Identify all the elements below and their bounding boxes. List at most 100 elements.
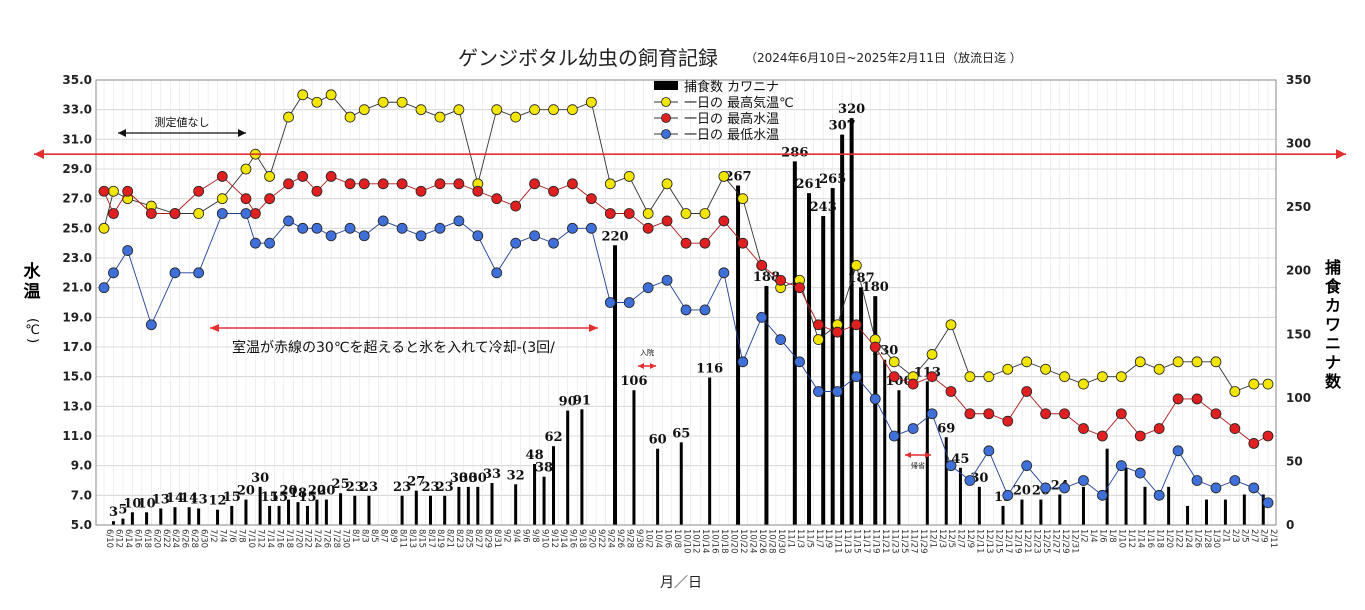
y-right-tick-label: 50	[1286, 454, 1303, 468]
x-tick-label: 7/30	[341, 529, 351, 548]
series-point	[216, 171, 228, 182]
x-tick-label: 9/6	[520, 529, 530, 543]
series-point	[377, 215, 389, 227]
series-point	[548, 104, 559, 116]
x-tick-label: 12/17	[1003, 529, 1013, 554]
bar-data-label: 12	[209, 494, 227, 509]
series-point	[888, 430, 900, 442]
series-point	[548, 185, 559, 197]
series-point	[297, 171, 309, 182]
x-tick-label: 8/17	[426, 529, 436, 548]
bar	[552, 446, 556, 525]
x-tick-label: 9/10	[539, 529, 549, 548]
x-tick-label: 11/3	[795, 529, 805, 548]
x-tick-label: 9/22	[596, 529, 606, 548]
bar	[883, 359, 887, 525]
x-tick-label: 9/8	[530, 529, 540, 543]
bar-data-label: 48	[526, 448, 544, 463]
x-tick-label: 8/9	[388, 529, 398, 543]
x-tick-label: 9/16	[568, 529, 578, 548]
series-point	[699, 237, 711, 249]
y-right-tick-label: 350	[1286, 73, 1311, 87]
bar-data-label: 33	[483, 467, 501, 482]
series-point	[193, 185, 205, 197]
bar	[1001, 505, 1005, 525]
bar	[400, 495, 404, 525]
x-tick-label: 8/21	[445, 529, 455, 548]
series-point	[1040, 363, 1052, 375]
x-tick-label: 7/24	[312, 529, 322, 548]
series-point	[926, 371, 938, 383]
bar-series	[111, 118, 1265, 526]
series-point	[283, 215, 294, 227]
series-point	[1115, 408, 1127, 420]
x-tick-label: 1/8	[1107, 529, 1117, 543]
x-tick-label: 1/6	[1098, 529, 1108, 543]
series-point	[585, 96, 597, 108]
legend-marker	[661, 129, 671, 139]
bar-data-label: 23	[436, 480, 454, 495]
legend-bar-swatch	[654, 81, 678, 90]
arrow-right-icon	[650, 363, 656, 369]
legend-marker	[661, 97, 671, 107]
x-tick-label: 8/31	[492, 529, 502, 548]
series-point	[1021, 356, 1033, 368]
y-left-tick-label: 21.0	[62, 281, 92, 295]
series-point	[491, 267, 503, 279]
x-tick-label: 9/12	[549, 529, 559, 548]
x-tick-label: 6/14	[123, 529, 133, 548]
x-tick-label: 10/28	[766, 529, 776, 554]
series-point	[1262, 430, 1274, 442]
x-tick-label: 1/30	[1211, 529, 1221, 548]
x-tick-label: 11/15	[852, 529, 862, 554]
x-tick-label: 1/20	[1164, 529, 1174, 548]
arrow-left-icon	[905, 452, 911, 458]
series-point	[888, 356, 900, 368]
x-tick-label: 10/4	[653, 529, 663, 548]
bar	[145, 512, 149, 525]
x-tick-label: 8/13	[407, 529, 417, 548]
bar	[1039, 499, 1043, 525]
series-point	[756, 260, 768, 271]
y-right-tick-label: 100	[1286, 391, 1311, 405]
bar	[457, 486, 461, 525]
series-point	[1002, 489, 1014, 501]
y-left-tick-label: 15.0	[62, 370, 92, 384]
series-point	[567, 222, 578, 234]
series-point	[1210, 356, 1222, 368]
bar-data-label: 10	[123, 496, 141, 511]
x-tick-label: 8/15	[416, 529, 426, 548]
series-point	[1002, 415, 1014, 427]
series-point	[1002, 363, 1014, 375]
series-point	[1248, 482, 1260, 494]
series-point	[145, 208, 157, 219]
x-tick-label: 1/18	[1154, 529, 1164, 548]
x-tick-label: 11/19	[871, 529, 881, 554]
bar	[792, 161, 797, 525]
series-point	[250, 208, 261, 219]
series-point	[775, 274, 787, 286]
bar	[708, 377, 712, 525]
bar	[873, 296, 878, 525]
x-tick-label: 2/3	[1230, 529, 1240, 543]
x-tick-label: 10/10	[681, 529, 691, 554]
series-point	[1059, 408, 1070, 420]
bar-data-label: 60	[649, 433, 667, 448]
legend-label: 一日の 最高水温	[684, 111, 779, 127]
series-point	[680, 237, 692, 249]
series-point	[813, 386, 824, 397]
y-left-tick-label: 7.0	[71, 488, 92, 502]
series-point	[1134, 467, 1146, 479]
series-point	[491, 104, 503, 116]
x-tick-label: 9/26	[615, 529, 625, 548]
x-tick-label: 10/14	[700, 529, 710, 554]
series-point	[122, 245, 134, 256]
bar	[258, 486, 262, 525]
y-right-axis-label: 捕食カワニナ数	[1324, 258, 1341, 391]
series-point	[737, 237, 749, 249]
x-tick-label: 11/21	[880, 529, 890, 554]
series-point	[1262, 497, 1274, 509]
series-point	[756, 311, 768, 323]
x-tick-label: 10/20	[729, 529, 739, 554]
bar-data-label: 106	[620, 374, 647, 389]
